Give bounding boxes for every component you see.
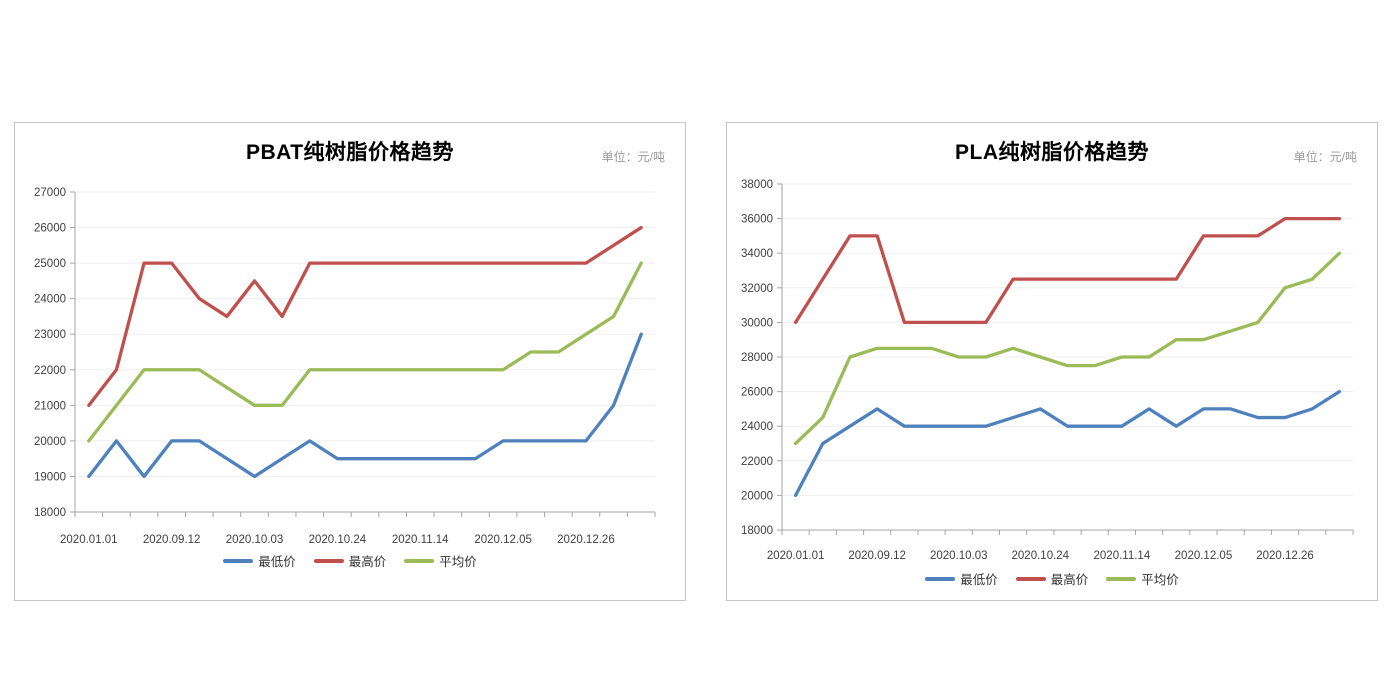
legend-label: 最低价 [258,555,296,569]
legend-line-swatch [404,558,435,563]
x-axis-label: 2020.11.14 [1094,550,1151,562]
series-line-1 [87,225,643,407]
series-line-0 [87,332,643,479]
legend-item: 最高价 [313,551,387,570]
y-axis-label: 22000 [34,365,66,377]
y-axis-label: 23000 [34,329,66,341]
x-axis-label: 2020.10.24 [1012,550,1070,562]
y-axis-label: 32000 [741,283,773,295]
y-axis-label: 20000 [34,436,66,448]
pbat-chart-title: PBAT纯树脂价格趋势 [245,141,455,164]
legend-label: 最低价 [960,573,998,587]
x-axis-label: 2020.09.12 [143,534,201,546]
legend-item: 平均价 [404,551,477,570]
y-axis-label: 25000 [34,258,66,270]
x-axis-label: 2020.12.05 [474,534,532,546]
pla-chart-title: PLA纯树脂价格趋势 [955,141,1149,164]
series-line-2 [793,251,1342,446]
pbat-legend: 最低价 最高价 平均价 [15,551,685,570]
pbat-plot-svg: 18000 19000 20000 21000 22000 23000 24000 25000… [34,187,656,546]
y-axis-label: 24000 [34,294,66,306]
y-axis-label: 24000 [741,421,773,433]
x-axis-label: 2020.11.14 [392,534,449,546]
x-axis-label: 2020.10.24 [309,534,367,546]
pbat-chart-panel: 18000 19000 20000 21000 22000 23000 24000 25000… [14,122,686,601]
series-line-1 [793,216,1342,325]
pbat-unit-label: 单位：元/吨 [601,150,665,164]
x-axis-label: 2020.09.12 [848,550,906,562]
legend-item: 平均价 [1106,569,1179,588]
legend-line-swatch [1015,576,1046,581]
y-axis-label: 19000 [34,471,66,483]
x-axis-label: 2020.10.03 [226,534,284,546]
legend-label: 平均价 [439,555,477,569]
y-axis-label: 36000 [741,214,773,226]
legend-item: 最高价 [1015,569,1089,588]
legend-line-swatch [1106,576,1137,581]
x-axis-label: 2020.10.03 [930,550,988,562]
y-axis-label: 34000 [741,248,773,260]
legend-line-swatch [223,558,254,563]
pla-legend: 最低价 最高价 平均价 [727,569,1377,588]
legend-line-swatch [925,576,956,581]
legend-item: 最低价 [925,569,998,588]
x-axis-label: 2020.01.01 [60,534,118,546]
y-axis-label: 26000 [34,223,66,235]
x-axis-label: 2020.01.01 [767,550,825,562]
legend-item: 最低价 [223,551,296,570]
y-axis-label: 30000 [741,317,773,329]
y-axis-label: 20000 [741,490,773,502]
legend-line-swatch [313,558,344,563]
x-axis-label: 2020.12.05 [1175,550,1233,562]
y-axis-label: 28000 [741,352,773,364]
y-axis-label: 18000 [741,525,773,537]
pla-plot-svg: 18000 20000 22000 24000 26000 28000 30000 32000… [741,179,1354,562]
y-axis-label: 27000 [34,187,66,199]
series-line-0 [793,389,1342,498]
pla-chart-panel: 18000 20000 22000 24000 26000 28000 30000 32000… [726,122,1378,601]
x-axis-label: 2020.12.26 [1256,550,1314,562]
y-axis-label: 22000 [741,456,773,468]
y-axis-label: 38000 [741,179,773,191]
legend-label: 最高价 [1050,573,1089,587]
series-line-2 [87,261,643,443]
x-axis-label: 2020.12.26 [557,534,615,546]
y-axis-label: 21000 [34,400,66,412]
legend-label: 最高价 [348,555,387,569]
y-axis-label: 18000 [34,507,66,519]
pla-unit-label: 单位：元/吨 [1293,150,1357,164]
legend-label: 平均价 [1141,573,1179,587]
y-axis-label: 26000 [741,387,773,399]
